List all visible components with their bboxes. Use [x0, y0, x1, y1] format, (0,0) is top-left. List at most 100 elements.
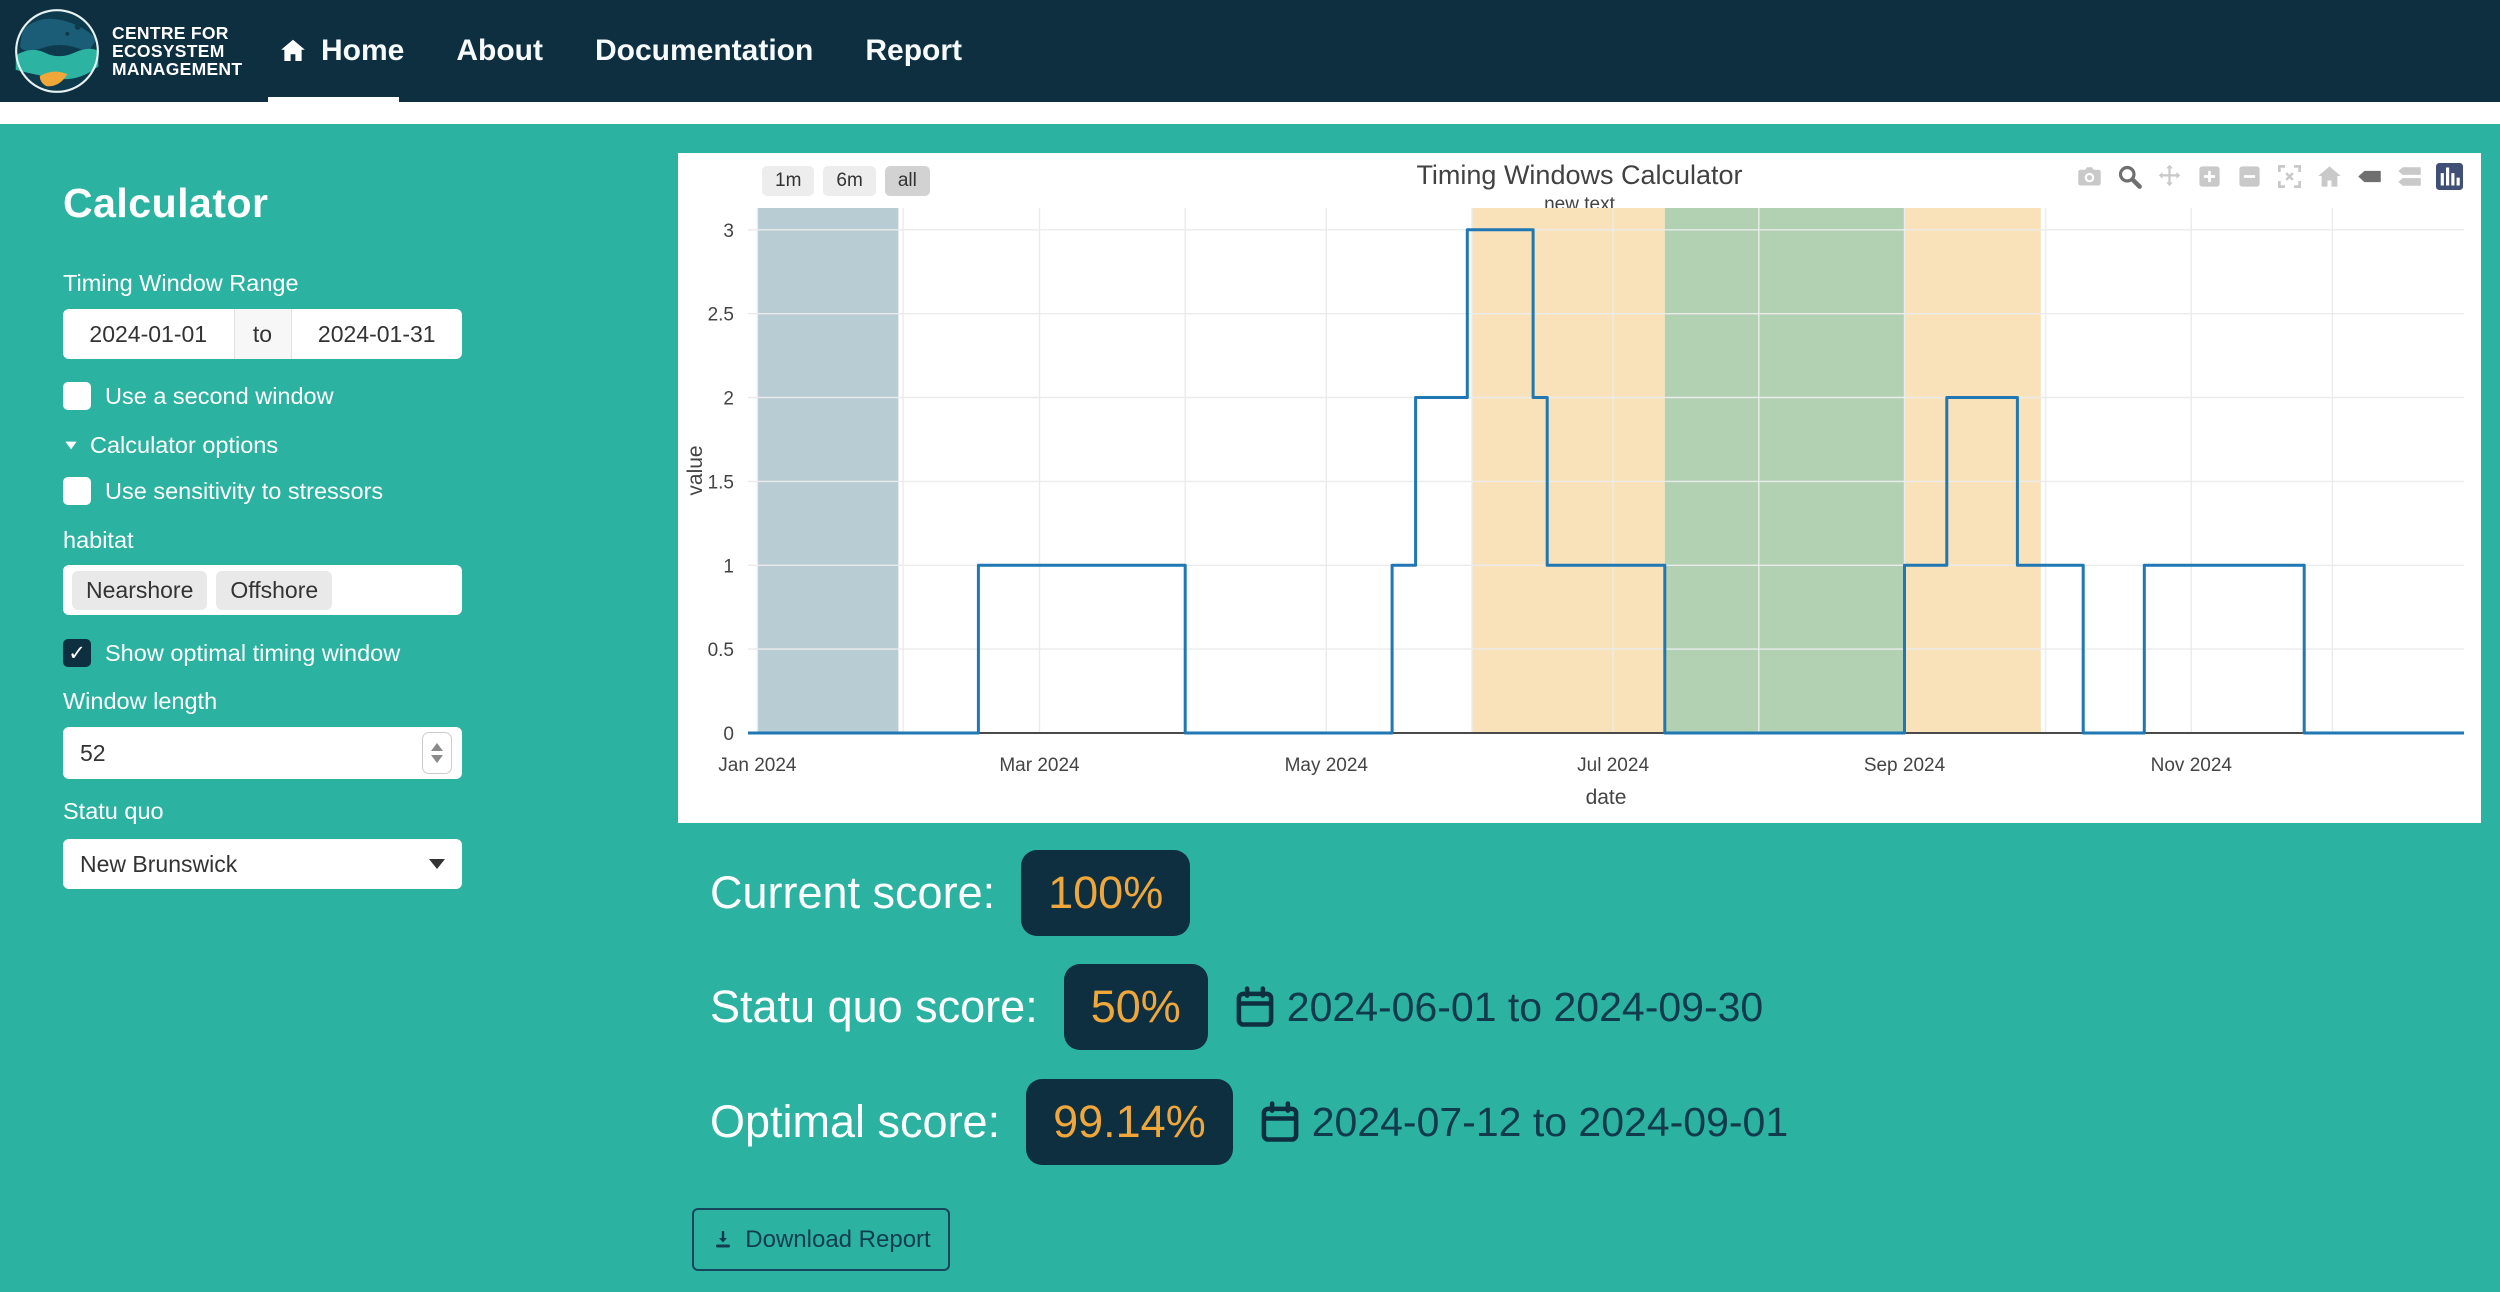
sensitivity-row: Use sensitivity to stressors: [63, 477, 383, 505]
optimal-window-row: Show optimal timing window: [63, 639, 400, 667]
optimal-score-row: Optimal score: 99.14% 2024-07-12 to 2024…: [710, 1079, 1788, 1165]
timing-window-date-range: 2024-01-01 to 2024-01-31: [63, 309, 462, 359]
range-button[interactable]: 6m: [823, 166, 876, 196]
nav-item-documentation[interactable]: Documentation: [569, 0, 839, 102]
logo-line-3: MANAGEMENT: [112, 59, 243, 79]
hover-compare-icon[interactable]: [2396, 163, 2423, 190]
date-range-separator: to: [233, 309, 292, 359]
x-tick-label: May 2024: [1285, 755, 1369, 776]
end-date-input[interactable]: 2024-01-31: [317, 320, 436, 347]
region-timing-window: [757, 208, 899, 733]
start-date-input[interactable]: 2024-01-01: [89, 320, 208, 347]
optimal-window-checkbox[interactable]: [63, 639, 91, 667]
optimal-score-label: Optimal score:: [710, 1096, 1001, 1147]
organization-logo-icon[interactable]: [14, 8, 100, 94]
optimal-score-badge: 99.14%: [1026, 1079, 1233, 1165]
select-caret-icon: [429, 859, 445, 869]
window-length-value: 52: [80, 739, 106, 766]
zoom-in-icon[interactable]: [2196, 163, 2223, 190]
statuquo-score-label: Statu quo score:: [710, 981, 1038, 1032]
second-window-row: Use a second window: [63, 382, 334, 410]
statuquo-score-row: Statu quo score: 50% 2024-06-01 to 2024-…: [710, 964, 1763, 1050]
y-axis-title: value: [684, 445, 707, 495]
active-nav-underline: [268, 97, 399, 102]
zoom-icon[interactable]: [2116, 163, 2143, 190]
optimal-score-range: 2024-07-12 to 2024-09-01: [1259, 1099, 1788, 1146]
current-score-row: Current score: 100%: [710, 850, 1191, 936]
stepper-down-icon[interactable]: [431, 755, 443, 763]
download-icon: [716, 1230, 731, 1247]
nav-item-report[interactable]: Report: [839, 0, 988, 102]
chart-title: Timing Windows Calculator: [1416, 160, 1743, 190]
timing-window-range-label: Timing Window Range: [63, 270, 299, 296]
x-tick-label: Sep 2024: [1864, 755, 1946, 776]
navbar: CENTRE FOR ECOSYSTEM MANAGEMENT Home Abo…: [0, 0, 2500, 102]
statuquo-label: Statu quo: [63, 798, 164, 824]
y-tick-label: 3: [723, 221, 734, 242]
series-line-value: [748, 228, 2464, 735]
statuquo-score-badge: 50%: [1063, 964, 1208, 1050]
sensitivity-checkbox[interactable]: [63, 477, 91, 505]
calendar-icon: [1261, 1101, 1299, 1142]
pan-icon[interactable]: [2156, 163, 2183, 190]
stepper-up-icon[interactable]: [431, 743, 443, 751]
calendar-icon: [1236, 986, 1274, 1027]
second-window-checkbox[interactable]: [63, 382, 91, 410]
current-score-badge: 100%: [1021, 850, 1191, 936]
window-length-stepper[interactable]: 52: [63, 727, 462, 779]
region-statu-quo-window-a: [1472, 208, 1665, 733]
nav-item-about[interactable]: About: [430, 0, 569, 102]
statuquo-selected-value: New Brunswick: [80, 850, 238, 877]
calculator-options-toggle[interactable]: Calculator options: [63, 432, 278, 459]
habitat-chip-offshore[interactable]: Offshore: [216, 570, 333, 610]
camera-icon[interactable]: [2076, 163, 2103, 190]
logo-line-2: ECOSYSTEM: [112, 41, 225, 61]
x-axis-title: date: [1586, 786, 1627, 809]
range-selector: 1m 6m all: [762, 166, 930, 196]
habitat-label: habitat: [63, 527, 134, 553]
current-score-label: Current score:: [710, 867, 996, 918]
range-button[interactable]: all: [884, 166, 930, 196]
optimal-window-label: Show optimal timing window: [105, 639, 401, 666]
calculator-options-label: Calculator options: [90, 432, 279, 458]
hover-closest-icon[interactable]: [2356, 163, 2383, 190]
nav-item-label: Report: [865, 34, 963, 67]
x-tick-label: Nov 2024: [2151, 755, 2233, 776]
habitat-chip-nearshore[interactable]: Nearshore: [72, 570, 208, 610]
sensitivity-label: Use sensitivity to stressors: [105, 477, 384, 504]
caret-down-icon: [65, 441, 77, 450]
logo-line-1: CENTRE FOR: [112, 23, 229, 43]
download-report-button[interactable]: Download Report: [692, 1208, 950, 1271]
nav-item-label: Home: [321, 34, 405, 67]
nav-menu: Home About Documentation Report: [252, 0, 988, 102]
y-tick-label: 0: [723, 724, 734, 745]
stepper-arrows[interactable]: [422, 732, 452, 774]
region-statu-quo-window-b: [1904, 208, 2041, 733]
optimal-range-text: 2024-07-12 to 2024-09-01: [1311, 1098, 1789, 1145]
y-tick-label: 1.5: [708, 472, 734, 493]
y-tick-label: 2: [723, 389, 734, 410]
habitat-multiselect[interactable]: Nearshore Offshore: [63, 565, 462, 615]
y-tick-label: 1: [723, 556, 734, 577]
nav-item-home[interactable]: Home: [252, 0, 430, 102]
window-length-label: Window length: [63, 688, 218, 714]
second-window-label: Use a second window: [105, 382, 334, 409]
statuquo-select[interactable]: New Brunswick: [63, 839, 462, 889]
chart-canvas[interactable]: 0 0.5 1 1.5 2 2.5 3 Jan 2024 Mar 2024 May 2024 Jul…: [678, 153, 2481, 823]
page-title: Calculator: [63, 180, 269, 226]
logo-wordmark: CENTRE FOR ECOSYSTEM MANAGEMENT: [112, 24, 242, 78]
x-tick-label: Jan 2024: [718, 755, 797, 776]
zoom-out-icon[interactable]: [2236, 163, 2263, 190]
x-tick-label: Mar 2024: [999, 755, 1080, 776]
nav-item-label: Documentation: [595, 34, 814, 67]
timing-windows-chart-card: Timing Windows Calculator new text 1m 6m…: [678, 153, 2481, 823]
autoscale-icon[interactable]: [2276, 163, 2303, 190]
range-button[interactable]: 1m: [762, 166, 815, 196]
region-optimal-window: [1664, 208, 1905, 733]
header-divider-strip: [0, 102, 2500, 124]
download-report-label: Download Report: [745, 1225, 931, 1253]
y-tick-label: 2.5: [708, 305, 734, 326]
plotly-logo-icon[interactable]: [2436, 163, 2463, 190]
reset-axes-home-icon[interactable]: [2316, 163, 2343, 190]
